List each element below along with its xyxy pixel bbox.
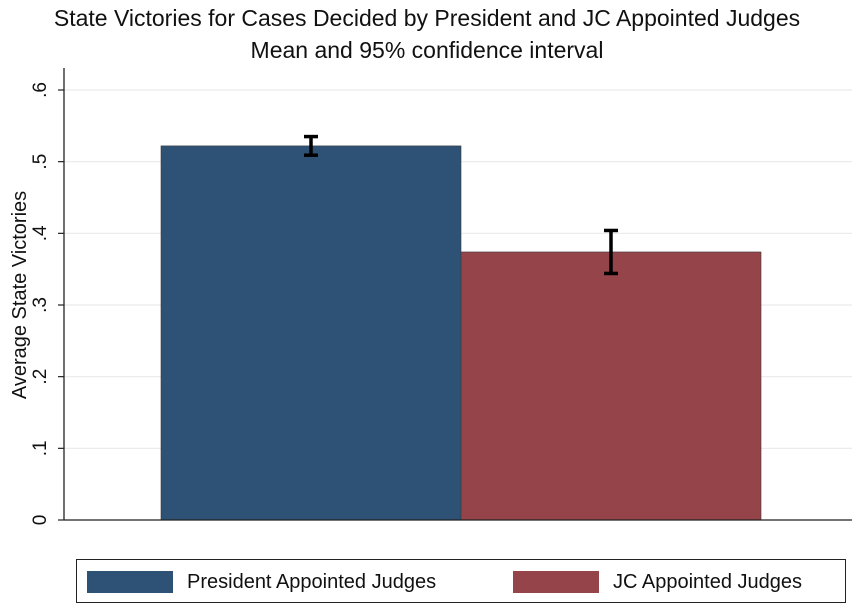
legend-swatch-president	[87, 571, 173, 593]
y-tick-label: 0	[30, 515, 51, 526]
chart-title: State Victories for Cases Decided by Pre…	[53, 5, 801, 31]
y-axis-label: Average State Victories	[9, 191, 31, 399]
bar-chart: 0 .1 .2 .3 .4 .5 .6 Average State Victories	[9, 68, 852, 525]
bars	[160, 134, 762, 521]
y-tick-label: .3	[30, 297, 51, 313]
legend-label-president: President Appointed Judges	[187, 570, 437, 593]
y-tick-label: .1	[30, 440, 51, 456]
y-tick-label: .6	[30, 82, 51, 98]
y-tick-label: .4	[30, 225, 51, 241]
bar-president	[160, 145, 462, 521]
legend-label-jc: JC Appointed Judges	[613, 570, 803, 593]
chart-subtitle: Mean and 95% confidence interval	[250, 37, 604, 63]
legend-item-jc: JC Appointed Judges	[513, 571, 802, 593]
legend-item-president: President Appointed Judges	[87, 571, 436, 593]
legend-swatch-jc	[513, 571, 599, 593]
y-tick-label: .5	[30, 154, 51, 170]
bar-jc	[460, 251, 762, 521]
legend: President Appointed Judges JC Appointed …	[76, 559, 846, 603]
y-tick-label: .2	[30, 369, 51, 385]
y-axis: 0 .1 .2 .3 .4 .5 .6	[30, 68, 852, 525]
